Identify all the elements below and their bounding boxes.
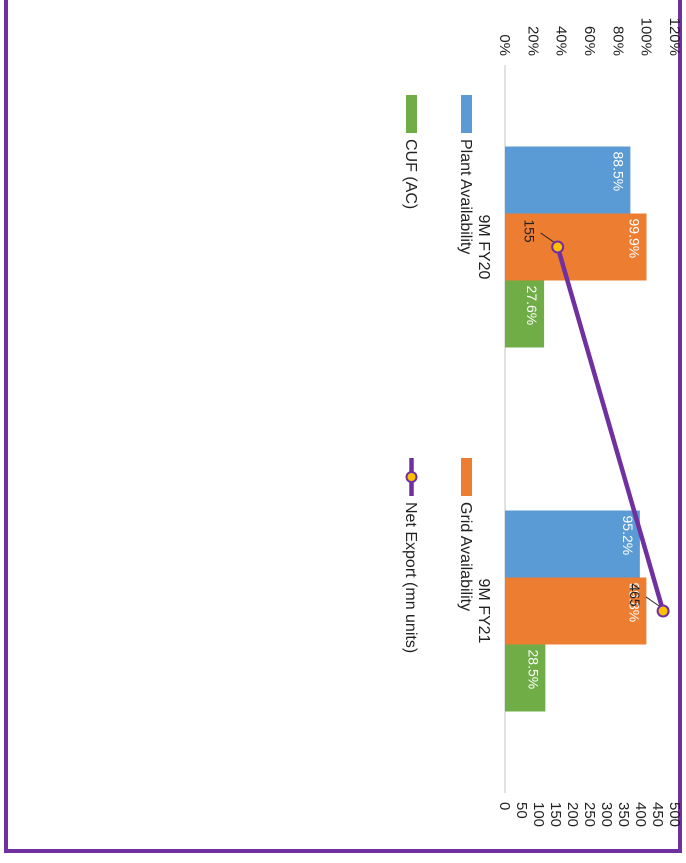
line-marker [656, 604, 670, 618]
left-tick-label: 40% [553, 26, 570, 56]
right-tick-label: 350 [615, 802, 632, 827]
legend-swatch [461, 95, 472, 133]
right-tick-label: 400 [632, 802, 649, 827]
bar-plant-availability [504, 510, 640, 578]
bar-data-label: 95.2% [620, 516, 636, 556]
legend-label: Plant Availability [457, 139, 474, 254]
legend-label: Net Export (mn units) [402, 502, 419, 653]
bar-data-label: 27.6% [524, 286, 540, 326]
bar-plant-availability [505, 146, 631, 214]
net-export-line [555, 246, 666, 612]
bar-grid-availability [505, 577, 647, 645]
right-tick-label: 500 [666, 802, 683, 827]
bar-cuf-ac- [505, 644, 546, 712]
category-label: 9M FY21 [475, 579, 492, 644]
bar-cuf-ac- [505, 280, 545, 348]
chart-border [4, 0, 682, 853]
right-tick-label: 150 [547, 802, 564, 827]
data-label-leader [540, 232, 554, 243]
right-tick-label: 0 [496, 802, 513, 810]
bar-data-label: 28.5% [525, 650, 541, 690]
category-labels: 9M FY20 9M FY21 [475, 215, 492, 644]
right-tick-label: 200 [564, 802, 581, 827]
legend-label: CUF (AC) [402, 139, 419, 209]
right-tick-label: 250 [581, 802, 598, 827]
legend-swatch [461, 458, 472, 496]
line-marker [551, 240, 565, 254]
chart-plot-group: 0% 20% 40% 60% 80% 100% 120% 0 50 100 150 200 250 30… [402, 18, 683, 827]
line-data-label: 155 [522, 219, 538, 243]
legend-label: Grid Availability [457, 502, 474, 611]
legend-swatch [406, 95, 417, 133]
bar-data-label: 88.5% [610, 152, 626, 192]
left-tick-label: 0% [496, 34, 513, 56]
left-tick-label: 60% [581, 26, 598, 56]
legend-marker [405, 471, 418, 483]
right-axis-ticks: 0 50 100 150 200 250 300 350 400 450 500 [496, 802, 683, 827]
category-label: 9M FY20 [475, 215, 492, 280]
right-tick-label: 300 [598, 802, 615, 827]
data-label-leader [645, 596, 660, 607]
right-tick-label: 450 [649, 802, 666, 827]
bar-grid-availability [505, 213, 647, 281]
bar-data-label: 99.8% [626, 583, 642, 623]
right-tick-label: 50 [513, 802, 530, 819]
legend: Plant Availability Grid Availability CUF (… [402, 95, 474, 653]
bar-series-group: 88.5% 95.2% 99.9% 99.8% 27.6% 28.5% [504, 146, 647, 712]
left-tick-label: 20% [524, 26, 541, 56]
right-tick-label: 100 [530, 802, 547, 827]
line-series-group: 155 465 [522, 219, 670, 618]
left-tick-label: 120% [666, 18, 683, 56]
left-axis-ticks: 0% 20% 40% 60% 80% 100% 120% [496, 18, 683, 56]
left-tick-label: 80% [609, 26, 626, 56]
left-tick-label: 100% [638, 18, 655, 56]
line-data-label: 465 [627, 583, 643, 607]
bar-data-label: 99.9% [627, 219, 643, 259]
